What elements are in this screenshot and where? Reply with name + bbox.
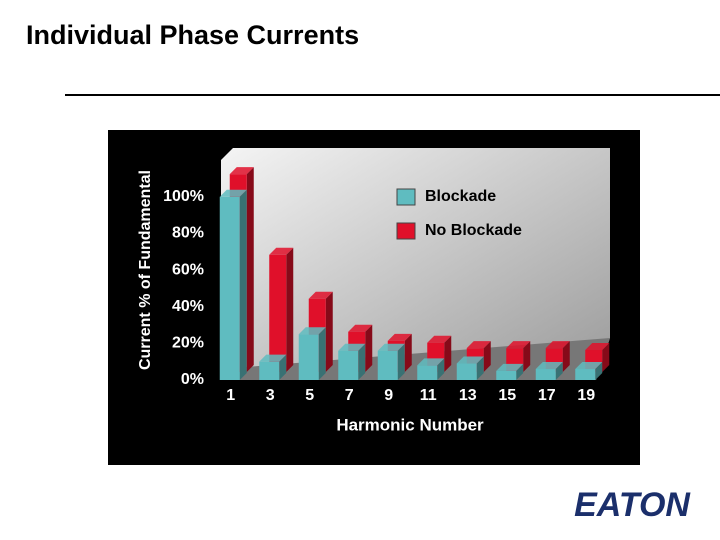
bar bbox=[535, 369, 556, 380]
x-tick-label: 17 bbox=[538, 387, 556, 404]
bar-top bbox=[535, 362, 563, 370]
x-tick-label: 15 bbox=[498, 387, 516, 404]
bar-side bbox=[555, 362, 563, 380]
legend-swatch bbox=[396, 188, 416, 206]
x-tick-label: 19 bbox=[577, 387, 595, 404]
bar-side bbox=[444, 335, 452, 372]
bar-top bbox=[466, 341, 491, 349]
y-tick-label: 100% bbox=[163, 188, 204, 205]
x-tick-label: 11 bbox=[420, 387, 437, 404]
bar-side bbox=[279, 354, 287, 380]
bar-side bbox=[365, 324, 373, 372]
y-axis-title: Current % of Fundamental bbox=[137, 170, 154, 370]
bar-top bbox=[259, 354, 287, 362]
bar-side bbox=[286, 247, 294, 372]
bar bbox=[259, 361, 280, 380]
bar-side bbox=[476, 356, 484, 380]
bar-top bbox=[269, 247, 294, 255]
bar-side bbox=[595, 362, 603, 380]
bar-top bbox=[338, 343, 366, 351]
bar bbox=[575, 369, 596, 380]
bar bbox=[377, 350, 398, 380]
bar bbox=[417, 365, 438, 380]
bar-top bbox=[348, 324, 373, 332]
x-tick-label: 7 bbox=[345, 387, 354, 404]
bar-top bbox=[427, 335, 452, 343]
bar-top bbox=[585, 343, 610, 351]
bar-side bbox=[246, 167, 254, 372]
bar-side bbox=[523, 341, 531, 372]
bar bbox=[338, 350, 359, 380]
bar-side bbox=[325, 291, 333, 372]
x-tick-label: 1 bbox=[226, 387, 235, 404]
y-tick-label: 0% bbox=[181, 371, 204, 388]
y-tick-label: 20% bbox=[172, 335, 204, 352]
bar-side bbox=[562, 341, 570, 372]
x-axis-title: Harmonic Number bbox=[336, 415, 484, 434]
y-tick-label: 60% bbox=[172, 261, 204, 278]
y-tick-label: 80% bbox=[172, 225, 204, 242]
bar-top bbox=[496, 363, 524, 371]
x-tick-label: 5 bbox=[305, 387, 314, 404]
bar-side bbox=[239, 189, 247, 380]
legend-label: Blockade bbox=[425, 188, 496, 205]
legend-label: No Blockade bbox=[425, 222, 522, 239]
bar bbox=[456, 363, 477, 380]
bar-top bbox=[377, 343, 405, 351]
bar-top bbox=[298, 327, 326, 335]
x-tick-label: 3 bbox=[266, 387, 275, 404]
bar-side bbox=[397, 343, 405, 380]
bar-top bbox=[308, 291, 333, 299]
bar-top bbox=[417, 358, 445, 366]
bar bbox=[269, 254, 287, 372]
bar-top bbox=[229, 167, 254, 175]
bar-side bbox=[358, 343, 366, 380]
slide-title: Individual Phase Currents bbox=[26, 20, 359, 50]
bar-side bbox=[404, 333, 412, 372]
x-tick-label: 13 bbox=[459, 387, 477, 404]
legend-swatch bbox=[396, 222, 416, 240]
bar-top bbox=[545, 341, 570, 349]
x-tick-label: 9 bbox=[384, 387, 393, 404]
logo: EATON bbox=[574, 486, 691, 524]
bar bbox=[219, 196, 240, 380]
bar-top bbox=[387, 333, 412, 341]
y-tick-label: 40% bbox=[172, 298, 204, 315]
bar bbox=[298, 334, 319, 380]
bar-top bbox=[506, 341, 531, 349]
bar-side bbox=[602, 343, 610, 372]
bar-side bbox=[483, 341, 491, 372]
bar-side bbox=[516, 363, 524, 380]
bar-top bbox=[575, 362, 603, 370]
bar-side bbox=[437, 358, 445, 380]
bar-top bbox=[456, 356, 484, 364]
bar-side bbox=[318, 327, 326, 380]
bar bbox=[496, 370, 517, 380]
bar-top bbox=[219, 189, 247, 197]
